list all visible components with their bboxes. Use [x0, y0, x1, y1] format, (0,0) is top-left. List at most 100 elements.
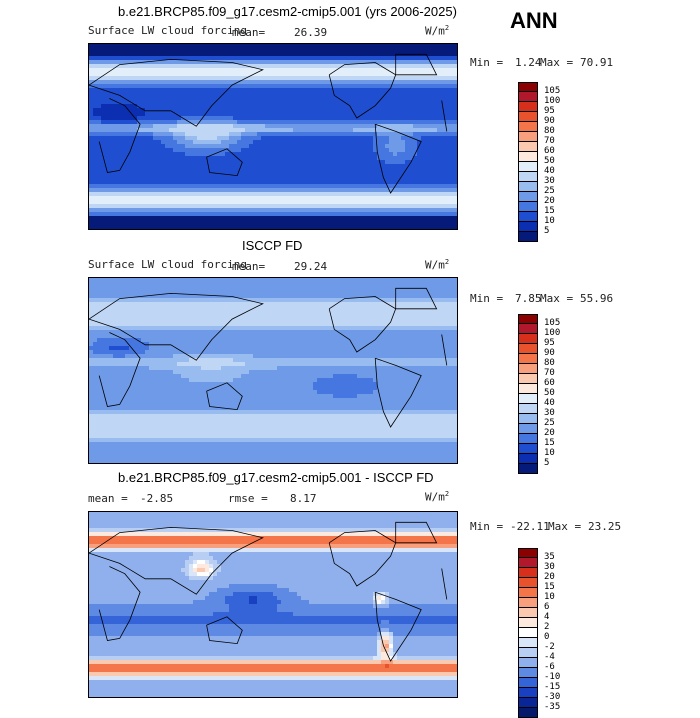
- coastline: [395, 521, 438, 544]
- panel1-max-value: 70.91: [580, 56, 614, 69]
- colorbar-level-label: 15: [544, 438, 555, 448]
- colorbar-level-label: 100: [544, 328, 561, 338]
- coastline: [89, 292, 264, 361]
- coastline: [98, 98, 448, 173]
- colorbar-level-label: 20: [544, 196, 555, 206]
- colorbar-level-label: -35: [544, 702, 561, 712]
- colorbar-swatch: [518, 324, 538, 334]
- colorbar-swatch: [518, 404, 538, 414]
- panel3-min-label: Min =: [470, 520, 504, 533]
- colorbar-swatch: [518, 568, 538, 578]
- colorbar-swatch: [518, 688, 538, 698]
- colorbar-level-label: -6: [544, 662, 555, 672]
- colorbar-swatch: [518, 222, 538, 232]
- colorbar-level-label: 50: [544, 156, 555, 166]
- panel3-map: [88, 511, 458, 698]
- colorbar-swatch: [518, 668, 538, 678]
- colorbar-swatch: [518, 364, 538, 374]
- colorbar-level-label: 80: [544, 126, 555, 136]
- colorbar-swatch: [518, 454, 538, 464]
- panel1-colorbar: 105 100 95 90 80 70 60 50 40 30 25 20 15 10 5: [518, 82, 578, 242]
- panel2-min-label: Min =: [470, 292, 504, 305]
- coastline: [328, 296, 397, 353]
- panel1-min-label: Min =: [470, 56, 504, 69]
- colorbar-swatch: [518, 444, 538, 454]
- colorbar-swatch: [518, 628, 538, 638]
- colorbar-level-label: 5: [544, 226, 550, 236]
- colorbar-level-label: 15: [544, 206, 555, 216]
- colorbar-level-label: 105: [544, 86, 561, 96]
- coastline: [395, 53, 438, 76]
- colorbar-level-label: 60: [544, 146, 555, 156]
- colorbar-swatch: [518, 648, 538, 658]
- colorbar-swatch: [518, 638, 538, 648]
- colorbar-level-label: 2: [544, 622, 550, 632]
- panel1-variable: Surface LW cloud forcing: [88, 24, 247, 37]
- panel2-min-value: 7.85: [515, 292, 542, 305]
- colorbar-swatch: [518, 102, 538, 112]
- colorbar-swatch: [518, 122, 538, 132]
- coastline: [374, 591, 422, 662]
- colorbar-level-label: 25: [544, 186, 555, 196]
- panel1-units: W/m2: [425, 24, 450, 38]
- colorbar-level-label: -15: [544, 682, 561, 692]
- panel2-colorbar: 105 100 95 90 80 70 60 50 40 30 25 20 15 10 5: [518, 314, 578, 474]
- panel3-title: b.e21.BRCP85.f09_g17.cesm2-cmip5.001 - I…: [118, 470, 434, 485]
- coastline: [374, 123, 422, 194]
- colorbar-level-label: -10: [544, 672, 561, 682]
- coastline: [328, 530, 397, 587]
- colorbar-swatch: [518, 232, 538, 242]
- colorbar-level-label: 30: [544, 562, 555, 572]
- colorbar-swatch: [518, 608, 538, 618]
- colorbar-level-label: 100: [544, 96, 561, 106]
- panel2-units: W/m2: [425, 258, 450, 272]
- colorbar-level-label: 35: [544, 552, 555, 562]
- panel1-mean-label: mean=: [232, 26, 266, 39]
- panel3-colorbar: 35 30 20 15 10 6 4 2 0 -2 -4 -6 -10 -15 -30 -35: [518, 548, 578, 718]
- panel2-max-value: 55.96: [580, 292, 614, 305]
- panel2-mean-label: mean=: [232, 260, 266, 273]
- colorbar-swatch: [518, 172, 538, 182]
- colorbar-swatch: [518, 344, 538, 354]
- colorbar-level-label: 95: [544, 106, 555, 116]
- panel3-rmse-value: 8.17: [290, 492, 317, 505]
- panel1-map: [88, 43, 458, 230]
- colorbar-level-label: 95: [544, 338, 555, 348]
- coastline: [395, 287, 438, 310]
- colorbar-swatch: [518, 374, 538, 384]
- colorbar-swatch: [518, 578, 538, 588]
- panel3-units: W/m2: [425, 490, 450, 504]
- colorbar-level-label: -30: [544, 692, 561, 702]
- panel3-max-label: Max =: [548, 520, 582, 533]
- colorbar-level-label: 105: [544, 318, 561, 328]
- panel3-mean-label: mean =: [88, 492, 128, 505]
- colorbar-swatch: [518, 142, 538, 152]
- colorbar-level-label: 20: [544, 572, 555, 582]
- panel2-variable: Surface LW cloud forcing: [88, 258, 247, 271]
- colorbar-swatch: [518, 384, 538, 394]
- panel1-mean-value: 26.39: [294, 26, 328, 39]
- coastline: [206, 382, 243, 411]
- colorbar-swatch: [518, 192, 538, 202]
- colorbar-swatch: [518, 424, 538, 434]
- coastline: [374, 357, 422, 428]
- colorbar-swatch: [518, 354, 538, 364]
- panel3-mean-value: -2.85: [140, 492, 174, 505]
- colorbar-swatch: [518, 598, 538, 608]
- colorbar-swatch: [518, 618, 538, 628]
- panel2-title: ISCCP FD: [242, 238, 303, 253]
- colorbar-level-label: 30: [544, 176, 555, 186]
- colorbar-swatch: [518, 112, 538, 122]
- colorbar-swatch: [518, 82, 538, 92]
- colorbar-level-label: 50: [544, 388, 555, 398]
- coastline: [206, 148, 243, 177]
- colorbar-level-label: 30: [544, 408, 555, 418]
- colorbar-swatch: [518, 588, 538, 598]
- panel2-max-label: Max =: [540, 292, 574, 305]
- panel3-min-value: -22.11: [510, 520, 550, 533]
- colorbar-swatch: [518, 152, 538, 162]
- colorbar-swatch: [518, 92, 538, 102]
- colorbar-level-label: 20: [544, 428, 555, 438]
- panel2-mean-value: 29.24: [294, 260, 328, 273]
- colorbar-swatch: [518, 708, 538, 718]
